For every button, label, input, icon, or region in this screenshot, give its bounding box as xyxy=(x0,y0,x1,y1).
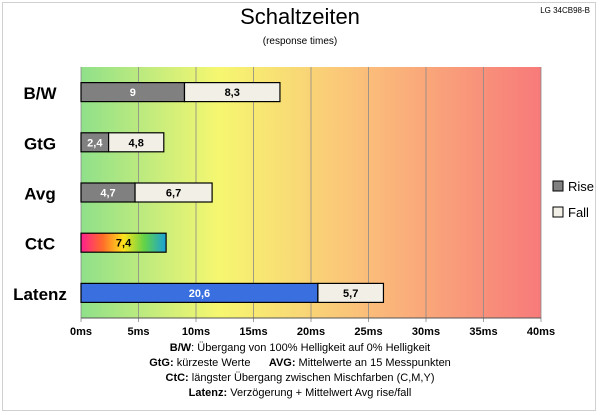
chart-title: Schaltzeiten xyxy=(240,4,360,29)
legend-swatch-rise xyxy=(552,180,564,192)
bar-rise xyxy=(80,232,167,253)
category-label: B/W xyxy=(23,84,57,103)
note-line-3: CtC: längster Übergang zwischen Mischfar… xyxy=(165,372,435,384)
bar-fall xyxy=(317,282,385,303)
data-label: 9 xyxy=(130,87,136,99)
category-label: GtG xyxy=(24,134,56,153)
category-label: CtC xyxy=(25,235,55,254)
bars: 9 8,3 2,4 4,8 4,7 6,7 7,4 20,6 5,7 xyxy=(80,81,385,303)
data-label: 20,6 xyxy=(189,288,210,300)
bar-fall xyxy=(107,132,165,153)
x-tick-label: 0ms xyxy=(70,326,92,338)
x-tick-labels: 0ms 5ms 10ms 15ms 20ms 25ms 30ms 35ms 40ms xyxy=(70,326,555,338)
bar-fall xyxy=(183,81,281,103)
legend-swatch-fall xyxy=(552,206,564,218)
x-tick-label: 35ms xyxy=(469,326,497,338)
data-label: 7,4 xyxy=(116,238,132,250)
data-label: 4,8 xyxy=(129,137,144,149)
data-label: 2,4 xyxy=(87,137,103,149)
bar-fall xyxy=(134,182,213,203)
note-line-4: Latenz: Verzögerung + Mittelwert Avg ris… xyxy=(188,387,412,399)
x-tick-label: 15ms xyxy=(239,326,267,338)
category-label: Avg xyxy=(24,185,56,204)
x-tick-label: 10ms xyxy=(182,326,210,338)
grid-lines xyxy=(80,67,542,322)
model-label: LG 34CB98-B xyxy=(540,6,590,15)
x-tick-label: 30ms xyxy=(412,326,440,338)
category-labels: B/W GtG Avg CtC Latenz xyxy=(13,84,67,304)
data-label: 4,7 xyxy=(100,188,115,200)
x-tick-label: 25ms xyxy=(354,326,382,338)
data-label: 5,7 xyxy=(343,288,358,300)
data-label: 8,3 xyxy=(225,87,240,99)
x-tick-label: 20ms xyxy=(297,326,325,338)
notes: B/W: Übergang von 100% Helligkeit auf 0%… xyxy=(60,341,540,401)
legend-label: Fall xyxy=(568,205,589,220)
category-label: Latenz xyxy=(13,285,67,304)
x-tick-label: 5ms xyxy=(127,326,149,338)
note-line-2: GtG: kürzeste Werte AVG: Mittelwerte an … xyxy=(149,357,451,369)
data-label: 6,7 xyxy=(166,188,181,200)
x-tick-label: 40ms xyxy=(527,326,555,338)
legend: Rise Fall xyxy=(552,179,594,220)
legend-label: Rise xyxy=(568,179,594,194)
chart-subtitle: (response times) xyxy=(262,36,338,47)
note-line-1: B/W: Übergang von 100% Helligkeit auf 0%… xyxy=(169,342,431,354)
